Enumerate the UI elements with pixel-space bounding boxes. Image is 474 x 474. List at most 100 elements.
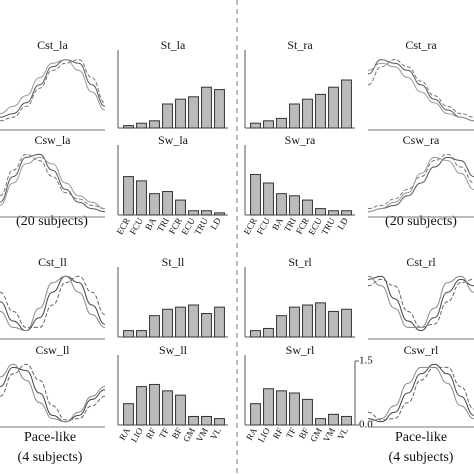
bar [136, 122, 147, 129]
bar [201, 86, 212, 129]
panel-title: St_la [161, 38, 186, 52]
x-tick-label: TF [284, 426, 298, 440]
curve [367, 278, 474, 328]
bar [250, 403, 261, 426]
bar [328, 310, 339, 338]
bar [136, 386, 147, 426]
panel-title: Cst_la [37, 38, 68, 52]
bar [136, 330, 147, 338]
bar [214, 89, 225, 129]
bar [214, 418, 225, 426]
panel-title: Csw_ra [403, 133, 440, 147]
bar [214, 212, 225, 216]
x-tick-label: BF [170, 426, 184, 441]
x-tick-label: BF [297, 426, 311, 441]
bar [302, 199, 313, 216]
bar [175, 98, 186, 129]
bar [263, 120, 274, 129]
x-tick-label: VL [335, 426, 350, 441]
x-tick-label: TF [157, 426, 171, 440]
bar [276, 390, 287, 426]
bar [250, 173, 261, 216]
note: (4 subjects) [389, 450, 454, 465]
panel-title: Cst_ll [38, 255, 67, 269]
curve [0, 153, 106, 213]
bar [289, 392, 300, 426]
panel-title: Sw_ll [159, 343, 188, 357]
curve [0, 59, 106, 118]
bar [162, 191, 173, 216]
curve [0, 363, 106, 421]
x-tick-label: VM [194, 426, 210, 444]
bar [341, 79, 352, 129]
panel-title: St_ll [162, 255, 185, 269]
panel-title: Csw_la [35, 133, 72, 147]
curve [367, 366, 474, 423]
x-tick-label: RF [144, 426, 158, 441]
bar [175, 394, 186, 426]
bar [123, 403, 134, 426]
bar [302, 304, 313, 338]
panel-title: Csw_ll [35, 343, 70, 357]
curve [0, 275, 106, 332]
bar [250, 330, 261, 338]
bar [175, 199, 186, 216]
curve [0, 275, 106, 332]
bar [188, 210, 199, 216]
bar [250, 122, 261, 129]
bar [214, 306, 225, 338]
curve [367, 156, 474, 213]
bar [315, 302, 326, 338]
curve [0, 153, 106, 210]
curve [367, 153, 474, 210]
x-tick-label: LIO [129, 426, 145, 444]
x-tick-label: LD [335, 216, 350, 232]
bar [328, 210, 339, 216]
bar [328, 413, 339, 426]
x-tick-label: GM [308, 426, 324, 444]
panel-title: St_rl [288, 255, 312, 269]
x-tick-label: GM [181, 426, 197, 444]
curve [0, 363, 106, 423]
bar [341, 308, 352, 338]
bar [149, 120, 160, 129]
curve [0, 366, 106, 423]
bar [263, 327, 274, 338]
bar [315, 208, 326, 216]
bar [149, 193, 160, 216]
bar [162, 390, 173, 426]
x-tick-label: RF [271, 426, 285, 441]
bar [188, 304, 199, 338]
curve [0, 59, 106, 122]
bar [162, 308, 173, 338]
x-tick-label: LIO [256, 426, 272, 444]
bar [201, 210, 212, 216]
bar [289, 306, 300, 338]
bar [302, 98, 313, 129]
bar [188, 96, 199, 129]
bar [123, 176, 134, 216]
curve [367, 59, 474, 118]
bar [276, 315, 287, 338]
bar [175, 306, 186, 338]
curve [367, 156, 474, 213]
bar [123, 330, 134, 338]
bar [289, 195, 300, 216]
bar [263, 182, 274, 216]
bar [123, 125, 134, 129]
y-tick-label: 1.5 [359, 355, 373, 367]
note: Pace-like [395, 430, 447, 445]
bar [328, 86, 339, 129]
bar [341, 415, 352, 426]
note: (4 subjects) [18, 450, 83, 465]
bar [289, 103, 300, 129]
panel-title: St_ra [287, 38, 313, 52]
note: (20 subjects) [385, 214, 457, 229]
curve [367, 363, 474, 423]
bar [136, 180, 147, 216]
curve [367, 62, 474, 122]
y-tick-label: 0.0 [359, 419, 373, 431]
curve [367, 366, 474, 421]
curve [0, 275, 106, 328]
